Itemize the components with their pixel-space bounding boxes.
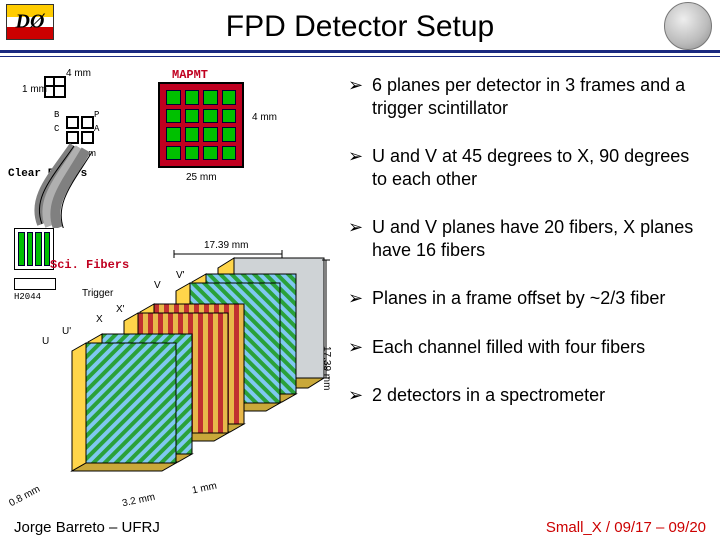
dim-mapmt-25mm: 25 mm	[186, 172, 217, 183]
dim-4mm-top: 4 mm	[66, 68, 91, 79]
fiber-swoosh-icon	[32, 128, 172, 228]
fiber-pixel-icon	[44, 76, 66, 98]
bullet-item: Planes in a frame offset by ~2/3 fiber	[348, 287, 702, 310]
mapmt-diagram: 4 mm 1 mm MAPMT 4 mm 25 mm B P C A 4.5 m…	[8, 66, 328, 226]
footer-pager: Small_X / 09/17 – 09/20	[546, 519, 706, 536]
footer-author: Jorge Barreto – UFRJ	[14, 519, 160, 536]
title-rule-thin	[0, 56, 720, 57]
bullet-item: U and V planes have 20 fibers, X planes …	[348, 216, 702, 261]
dim-mapmt-4mm: 4 mm	[252, 112, 277, 123]
logo-d0-text: DØ	[16, 11, 45, 34]
header: DØ FPD Detector Setup	[0, 0, 720, 54]
mapmt-label: MAPMT	[172, 68, 208, 82]
planes-diagram: H2044 Sci. Fibers Trigger 17.39 mm 17.39…	[4, 228, 334, 508]
content: 4 mm 1 mm MAPMT 4 mm 25 mm B P C A 4.5 m…	[0, 62, 720, 516]
bullet-item: 6 planes per detector in 3 frames and a …	[348, 74, 702, 119]
bullet-item: 2 detectors in a spectrometer	[348, 384, 702, 407]
bullet-column: 6 planes per detector in 3 frames and a …	[340, 62, 720, 516]
diagram-column: 4 mm 1 mm MAPMT 4 mm 25 mm B P C A 4.5 m…	[0, 62, 340, 516]
bullet-item: Each channel filled with four fibers	[348, 336, 702, 359]
logo-d0: DØ	[6, 4, 54, 40]
bc-b: B	[54, 110, 59, 120]
dim-1mm: 1 mm	[22, 84, 47, 95]
planes-3d-icon	[4, 238, 334, 498]
logo-seal	[664, 2, 712, 50]
bullet-item: U and V at 45 degrees to X, 90 degrees t…	[348, 145, 702, 190]
bullet-list: 6 planes per detector in 3 frames and a …	[348, 74, 702, 407]
title-rule-thick	[0, 50, 720, 53]
bc-p: P	[94, 110, 99, 120]
page-title: FPD Detector Setup	[226, 10, 494, 44]
